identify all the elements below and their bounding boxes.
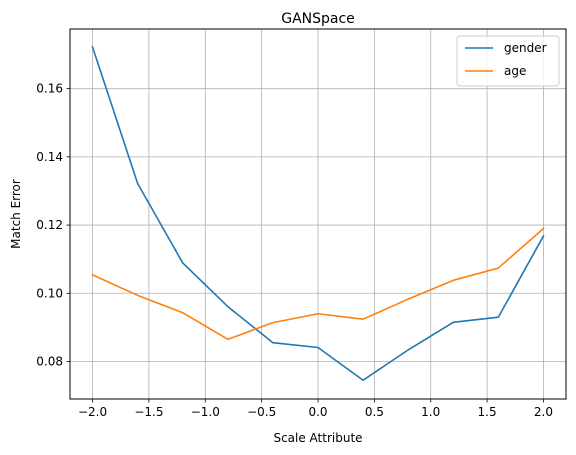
- x-tick-label: −2.0: [78, 405, 107, 419]
- y-tick-label: 0.08: [36, 354, 63, 368]
- y-tick-label: 0.16: [36, 82, 63, 96]
- x-tick-label: 1.5: [478, 405, 497, 419]
- series-line-gender: [91, 46, 545, 382]
- y-tick-label: 0.14: [36, 150, 63, 164]
- x-tick-label: 2.0: [534, 405, 553, 419]
- x-tick-label: 0.0: [308, 405, 327, 419]
- chart-title: GANSpace: [281, 11, 355, 27]
- x-tick-label: 1.0: [421, 405, 440, 419]
- legend: gender age: [456, 35, 560, 87]
- x-axis-label: Scale Attribute: [273, 431, 362, 445]
- x-tick-label: −0.5: [247, 405, 276, 419]
- x-tick-label: −1.5: [134, 405, 163, 419]
- grid: [70, 29, 566, 399]
- axis-ticks: −2.0 −1.5 −1.0 −0.5 0.0 0.5 1.0 1.5 2.0 0.08 0.10 0…: [36, 82, 553, 419]
- x-tick-label: 0.5: [365, 405, 384, 419]
- x-tick-label: −1.0: [191, 405, 220, 419]
- y-tick-label: 0.12: [36, 218, 63, 232]
- legend-label-gender: gender: [504, 41, 547, 55]
- series-lines: [91, 46, 545, 382]
- y-axis-label: Match Error: [9, 179, 23, 249]
- series-line-age: [91, 227, 545, 341]
- y-tick-label: 0.10: [36, 286, 63, 300]
- legend-label-age: age: [504, 64, 526, 78]
